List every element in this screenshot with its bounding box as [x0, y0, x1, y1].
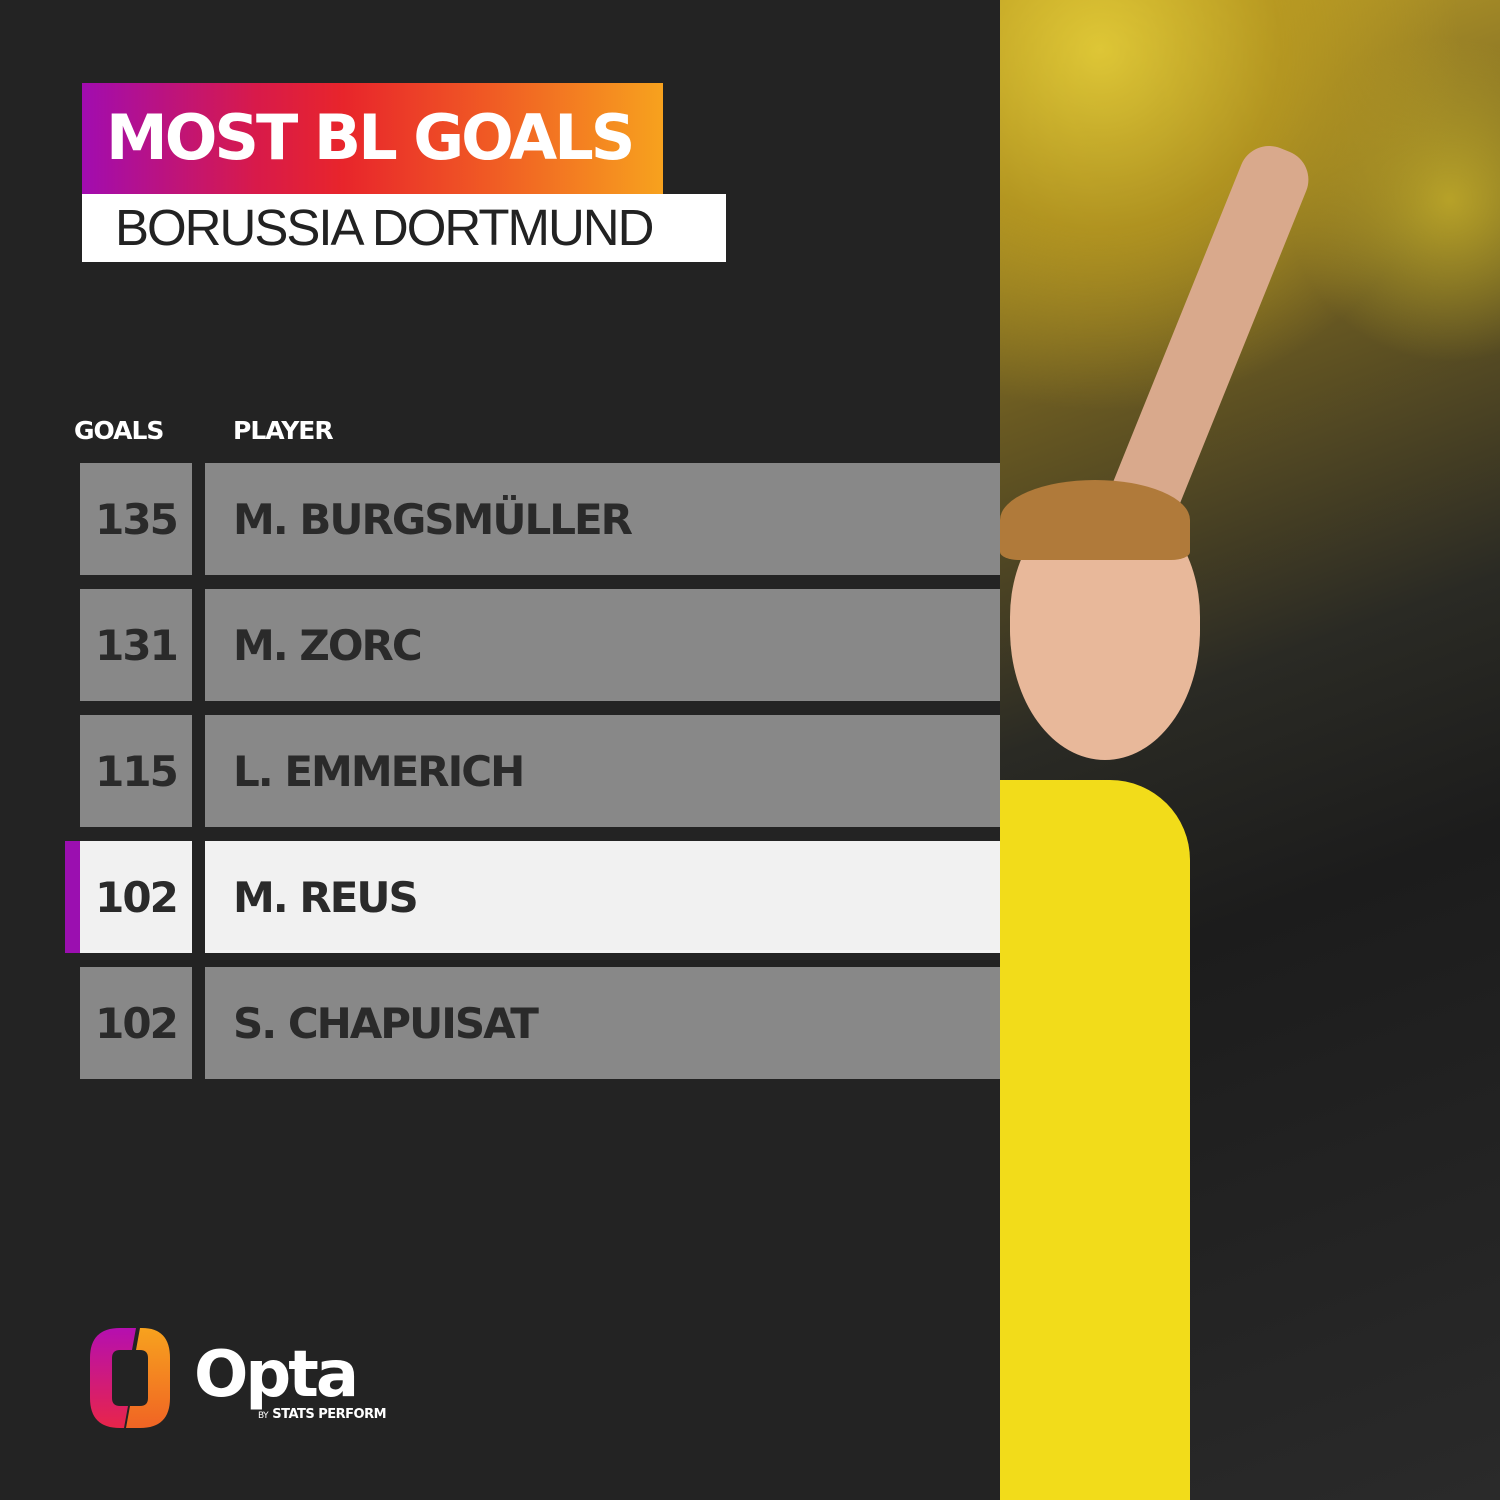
subtitle: BORUSSIA DORTMUND — [115, 199, 654, 256]
table-row: 115 L. EMMERICH — [80, 715, 1000, 827]
table-row: 135 M. BURGSMÜLLER — [80, 463, 1000, 575]
goals-cell: 115 — [80, 715, 192, 827]
player-name: M. REUS — [233, 872, 419, 922]
yellow-shirt — [1000, 780, 1190, 1500]
column-header-player: PLAYER — [233, 416, 334, 445]
column-header-goals: GOALS — [74, 416, 164, 445]
player-cell: M. REUS — [205, 841, 1000, 953]
brand-tagline-by: BY — [258, 1411, 269, 1421]
subtitle-banner: BORUSSIA DORTMUND — [82, 194, 726, 262]
table-row: 102 M. REUS — [65, 841, 1000, 953]
player-hair — [1000, 480, 1190, 560]
brand-name: Opta — [194, 1338, 359, 1412]
title: MOST BL GOALS — [106, 101, 635, 174]
title-banner: MOST BL GOALS — [82, 83, 663, 194]
goals-cell: 102 — [80, 967, 192, 1079]
opta-logo-icon — [90, 1328, 170, 1428]
goals-cell: 102 — [80, 841, 192, 953]
player-cell: M. BURGSMÜLLER — [205, 463, 1000, 575]
table-row: 102 S. CHAPUISAT — [80, 967, 1000, 1079]
brand-tagline-text: STATS PERFORM — [272, 1407, 387, 1422]
player-name: M. ZORC — [233, 620, 423, 670]
table-row: 131 M. ZORC — [80, 589, 1000, 701]
brand-tagline: BY STATS PERFORM — [258, 1407, 387, 1422]
player-cell: L. EMMERICH — [205, 715, 1000, 827]
player-name: M. BURGSMÜLLER — [233, 494, 633, 544]
player-cell: M. ZORC — [205, 589, 1000, 701]
goals-cell: 131 — [80, 589, 192, 701]
player-cell: S. CHAPUISAT — [205, 967, 1000, 1079]
player-name: L. EMMERICH — [233, 746, 525, 796]
player-photo — [1000, 0, 1500, 1500]
highlight-marker — [65, 841, 80, 953]
goals-cell: 135 — [80, 463, 192, 575]
player-name: S. CHAPUISAT — [233, 998, 539, 1048]
